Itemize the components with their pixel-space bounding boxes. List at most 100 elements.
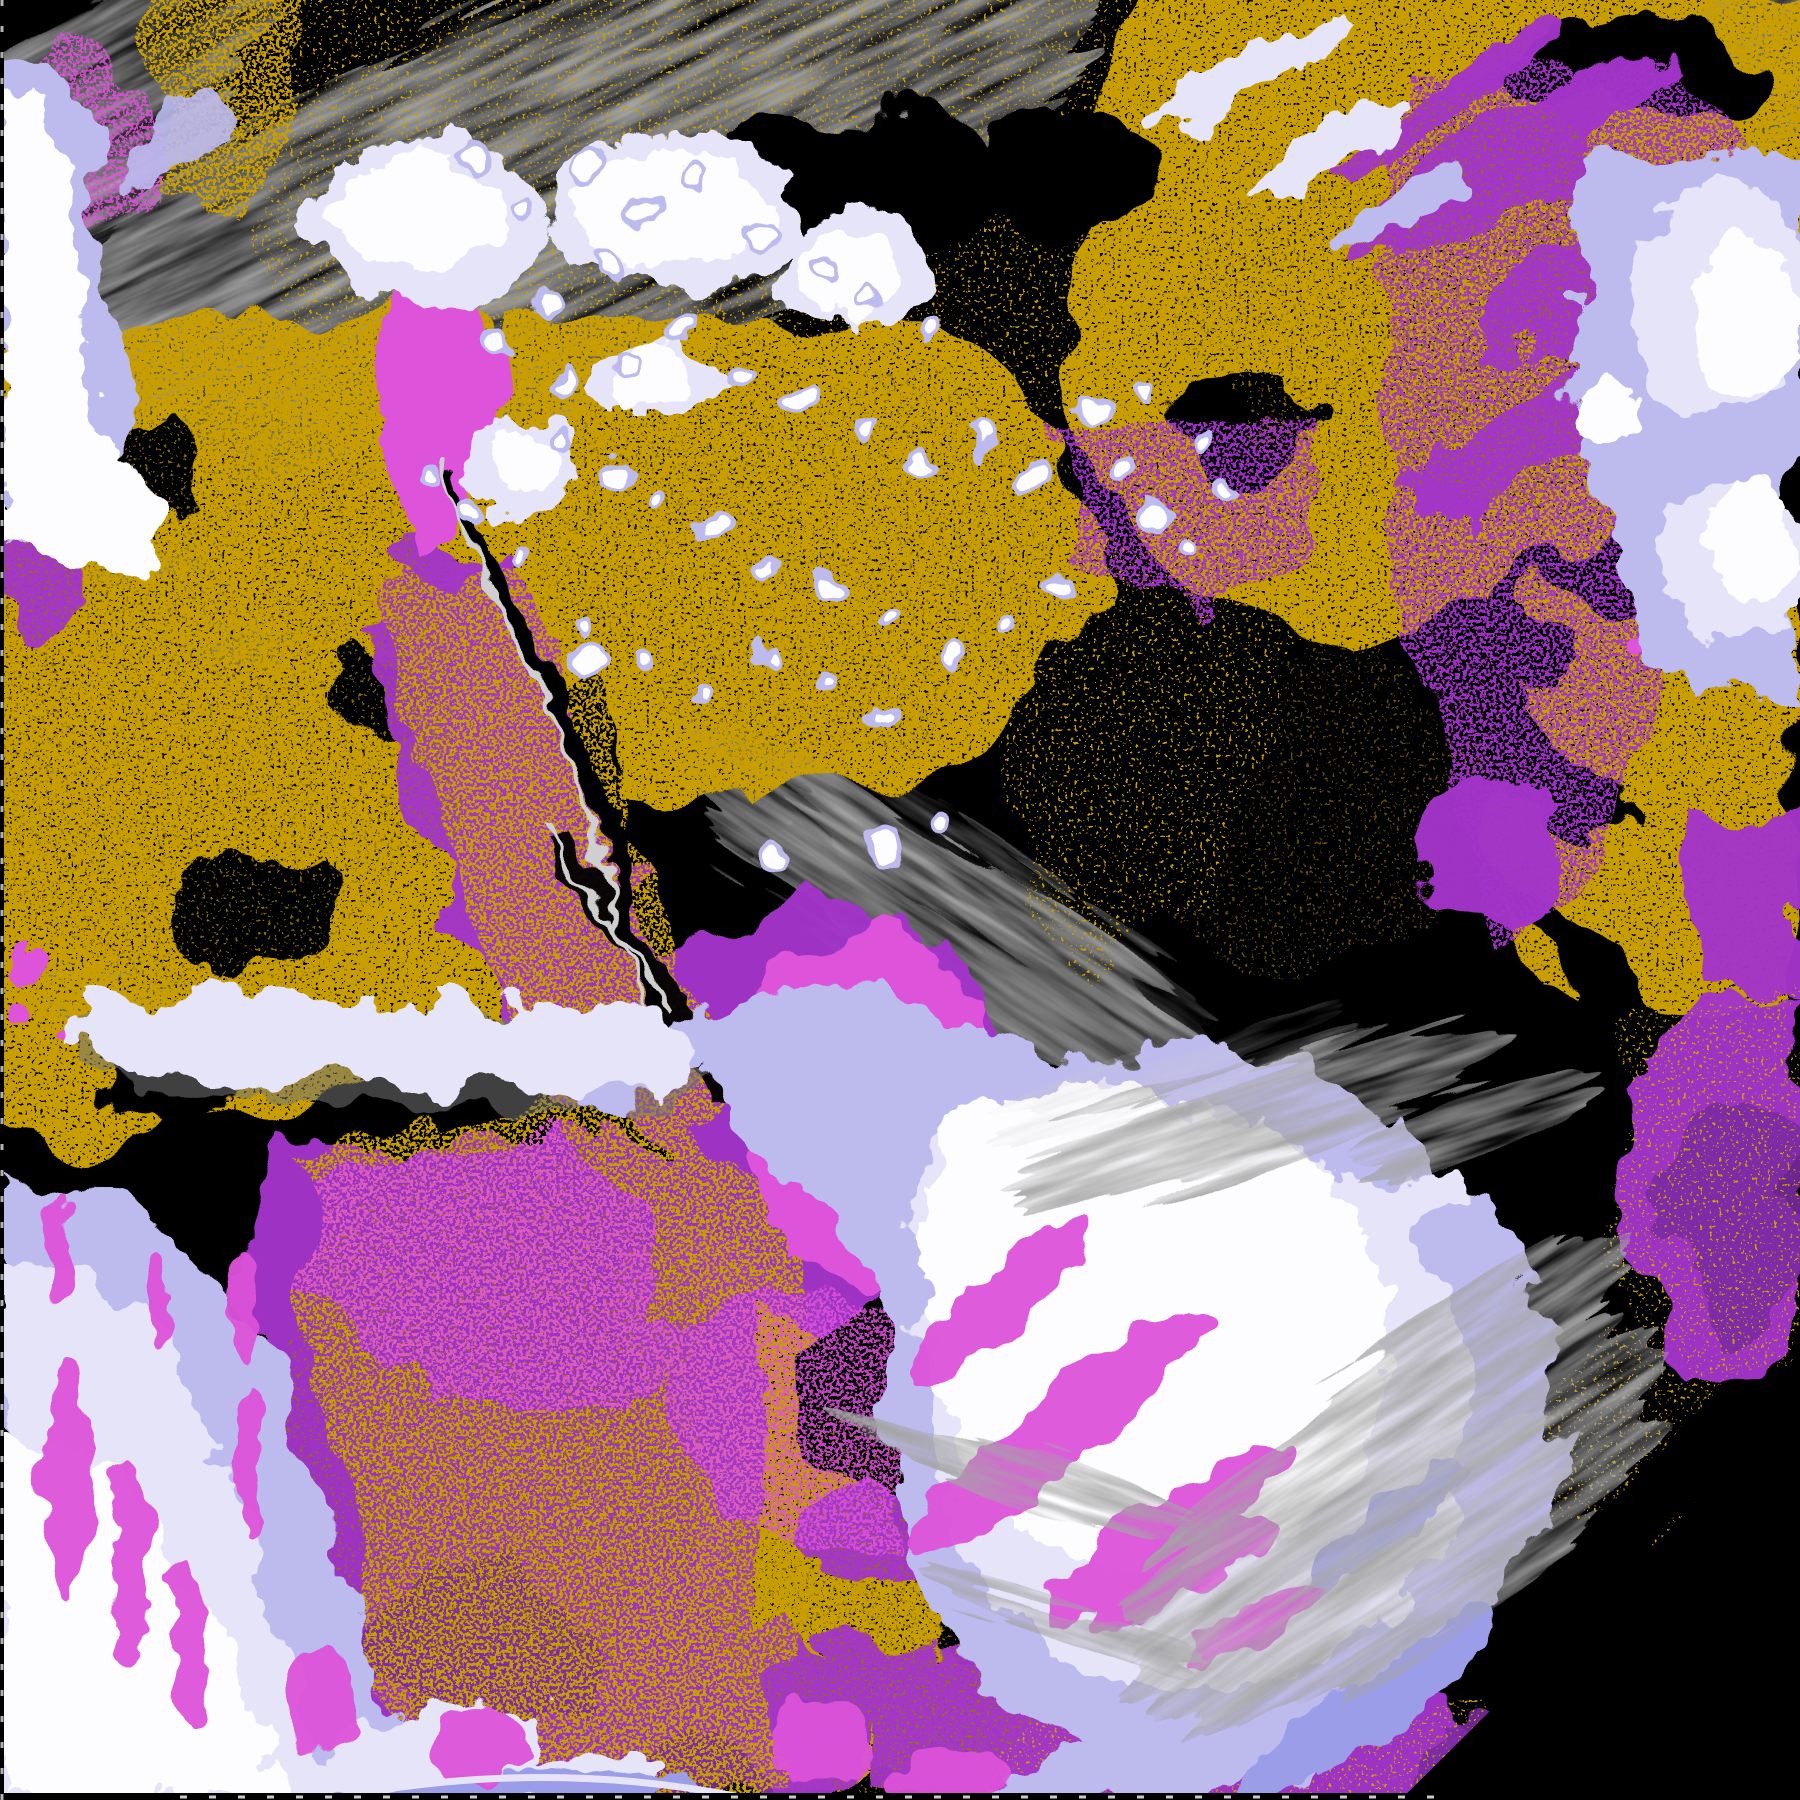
cloud-core: [0, 90, 105, 555]
popcorn-cloud: [511, 191, 539, 219]
popcorn-cloud: [761, 841, 789, 869]
magenta-patch-upper: [380, 280, 510, 560]
popcorn-cloud: [751, 641, 773, 663]
magenta-dot: [49, 1031, 67, 1049]
gray-streak: [989, 1012, 1371, 1148]
popcorn-clouds: [421, 141, 1234, 869]
popcorn-cloud: [532, 286, 564, 318]
gray-light-comma-top: [989, 1012, 1371, 1148]
gray-streak: [1348, 1072, 1597, 1171]
andes-ridge-line: [545, 818, 673, 1014]
magenta-patch: [427, 1707, 523, 1783]
popcorn-cloud: [667, 317, 697, 347]
purple-patch-right: [1680, 800, 1800, 1000]
disk-limb-cutoff: [1400, 1394, 1800, 1800]
popcorn-cloud-field: [421, 141, 1234, 869]
popcorn-cloud: [549, 429, 575, 455]
andes-light-rim: [441, 461, 673, 1069]
magenta-streak: [44, 1200, 72, 1310]
popcorn-cloud: [939, 639, 965, 665]
popcorn-cloud: [1076, 396, 1108, 428]
popcorn-cloud: [871, 701, 893, 723]
magenta-patch: [282, 1650, 358, 1760]
periwinkle-streak: [1233, 1688, 1367, 1800]
gray-light-bottom-right: [1134, 1404, 1566, 1716]
cloud-blob: [115, 95, 225, 175]
popcorn-cloud: [917, 319, 943, 345]
cloud-band-diagonal: [65, 995, 700, 1100]
cloud-core: [1582, 386, 1642, 438]
magenta-streak: [236, 1390, 264, 1530]
gray-comma-top-edge: [1002, 1021, 1597, 1209]
popcorn-cloud: [817, 577, 847, 607]
popcorn-cloud: [548, 368, 576, 396]
popcorn-cloud: [879, 609, 905, 635]
popcorn-cloud: [806, 246, 838, 278]
popcorn-cloud: [729, 359, 755, 385]
gray-streak: [1351, 1241, 1628, 1443]
popcorn-cloud: [1137, 497, 1167, 527]
cloud-masses-layer: [0, 20, 1800, 1800]
gold-patch: [1620, 990, 1800, 1400]
gray-comma-west-rim: [819, 1406, 1197, 1665]
magenta-dot: [13, 945, 47, 979]
popcorn-cloud: [560, 637, 610, 687]
popcorn-cloud: [867, 827, 903, 863]
popcorn-cloud: [691, 681, 713, 703]
popcorn-cloud: [459, 499, 485, 525]
cloud-core: [340, 155, 510, 275]
popcorn-cloud: [1000, 610, 1024, 634]
cloud-blob: [987, 1699, 1253, 1800]
popcorn-cloud: [907, 447, 937, 477]
cloud-core: [1693, 245, 1800, 395]
popcorn-cloud: [569, 609, 595, 635]
magenta-streak: [912, 1212, 1088, 1388]
gray-streak: [819, 1406, 1181, 1534]
magenta-streak: [172, 1563, 208, 1733]
popcorn-cloud: [511, 551, 533, 573]
magenta-streak: [148, 1250, 172, 1350]
popcorn-cloud: [421, 461, 443, 483]
popcorn-cloud: [649, 489, 675, 515]
cloud-streak: [1151, 20, 1339, 130]
gray-light-over-clouds-layer: [989, 1012, 1566, 1716]
popcorn-cloud: [684, 166, 716, 198]
popcorn-cloud: [630, 650, 654, 674]
popcorn-cloud: [627, 197, 663, 233]
popcorn-cloud: [759, 549, 785, 575]
black-gap: [965, 110, 1155, 230]
popcorn-cloud: [596, 456, 628, 488]
magenta-speckle-patch: [300, 1140, 660, 1420]
popcorn-cloud: [1210, 480, 1234, 504]
popcorn-cloud: [489, 329, 515, 355]
popcorn-cloud: [930, 810, 954, 834]
gray-streak: [1002, 1021, 1498, 1209]
popcorn-cloud: [849, 419, 875, 445]
popcorn-cloud: [604, 344, 640, 380]
cloud-streak: [1327, 178, 1453, 252]
gray-streak: [1134, 1404, 1566, 1716]
popcorn-cloud: [451, 141, 489, 179]
andes-ridge-line: [441, 461, 667, 1069]
magenta-streak: [226, 1248, 258, 1372]
left-frame-strip: [0, 0, 4, 1800]
magenta-dot: [7, 1001, 29, 1023]
magenta-streak: [46, 1365, 94, 1595]
limb-arc-highlight: [324, 1774, 746, 1800]
popcorn-cloud: [858, 288, 886, 316]
popcorn-cloud: [1017, 457, 1047, 487]
periwinkle-streak: [1315, 1611, 1495, 1765]
popcorn-cloud: [787, 387, 817, 417]
popcorn-cloud: [1129, 379, 1155, 405]
popcorn-cloud: [587, 247, 617, 277]
popcorn-cloud: [1188, 428, 1216, 456]
popcorn-cloud: [1169, 539, 1195, 565]
magenta-patch: [765, 1695, 875, 1785]
magenta-speckle-patch: [640, 1300, 940, 1560]
popcorn-cloud: [697, 517, 727, 547]
popcorn-cloud: [811, 671, 833, 693]
popcorn-cloud: [740, 212, 780, 252]
magenta-streak: [110, 1460, 150, 1670]
